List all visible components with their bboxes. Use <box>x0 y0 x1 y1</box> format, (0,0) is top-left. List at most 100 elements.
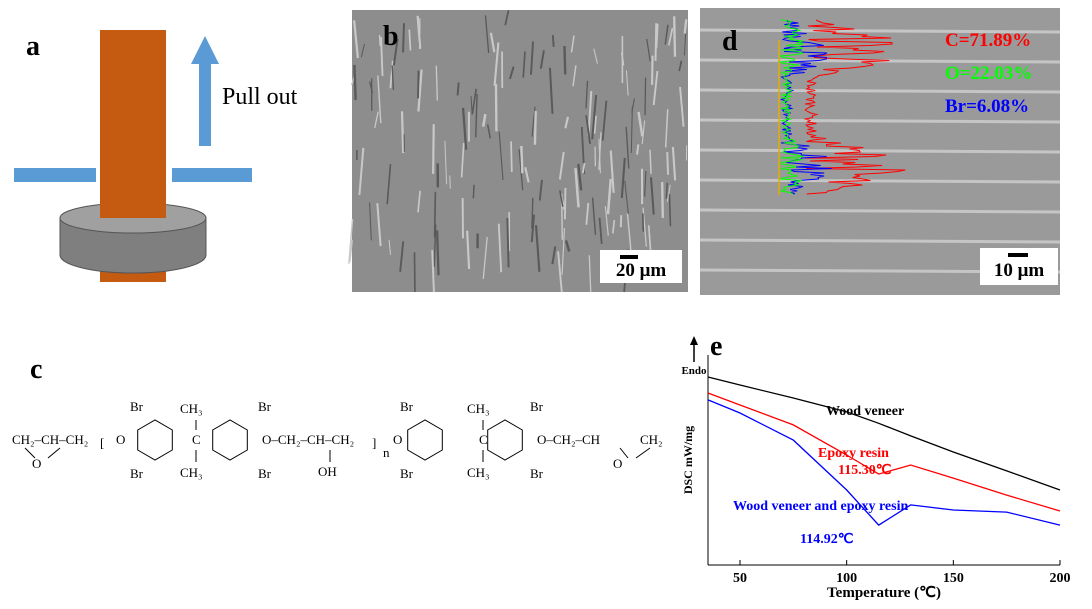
texture <box>591 94 598 140</box>
texture <box>391 65 395 90</box>
scale-label: 20 μm <box>616 260 667 281</box>
texture <box>593 48 598 64</box>
texture <box>598 138 601 174</box>
chem-label: CH₂ <box>640 432 663 447</box>
profile <box>778 19 804 195</box>
texture <box>360 43 365 58</box>
texture <box>481 113 487 127</box>
texture <box>389 60 394 89</box>
texture <box>581 162 586 174</box>
scale-bar <box>1008 253 1028 257</box>
texture <box>353 64 357 100</box>
texture <box>564 240 571 252</box>
texture <box>625 126 630 169</box>
texture <box>574 168 580 208</box>
texture <box>664 109 669 148</box>
texture <box>524 167 530 183</box>
texture <box>493 42 500 86</box>
texture <box>374 111 379 128</box>
texture <box>585 202 590 225</box>
annotation: C=71.89% <box>945 30 1031 51</box>
chem-label: CH₃ <box>180 401 203 416</box>
texture <box>601 100 608 141</box>
chem-label: O–CH₂–CH–CH₂ <box>262 432 354 447</box>
ring <box>137 419 173 461</box>
ring <box>487 419 523 461</box>
panel-label: b <box>383 21 399 52</box>
texture <box>641 120 646 145</box>
texture <box>625 70 629 96</box>
texture <box>654 23 658 61</box>
panel-label: a <box>26 31 40 62</box>
texture <box>664 24 669 45</box>
texture <box>449 175 451 189</box>
annotation: O=22.03% <box>945 63 1032 84</box>
arrow <box>199 62 211 146</box>
y-axis-label: DSC mW/mg <box>681 426 695 494</box>
arrow-head <box>191 36 219 64</box>
chem-label: O–CH₂–CH <box>537 432 600 447</box>
texture <box>417 70 420 99</box>
chem-label: Br <box>400 466 414 481</box>
scale-bar <box>620 255 638 259</box>
texture <box>620 52 625 66</box>
chem-label: [ <box>100 435 104 450</box>
texture <box>557 251 563 293</box>
texture <box>380 36 384 77</box>
texture <box>577 163 583 191</box>
texture <box>466 230 471 270</box>
texture <box>637 111 644 137</box>
chem-label: Br <box>130 466 144 481</box>
texture <box>665 182 668 199</box>
texture <box>539 50 545 69</box>
endo-arrow-head <box>690 336 698 345</box>
annotation: Pull out <box>222 84 298 110</box>
texture <box>538 179 543 201</box>
panel-d <box>699 8 1061 295</box>
panel-label: d <box>722 26 738 57</box>
texture <box>518 149 524 191</box>
texture <box>598 217 603 244</box>
panel-label: e <box>710 331 722 362</box>
texture <box>699 118 1061 124</box>
texture <box>377 75 382 124</box>
texture <box>624 180 629 215</box>
x-tick-label: 100 <box>836 571 857 586</box>
texture <box>369 202 372 241</box>
texture <box>548 67 554 114</box>
texture <box>435 230 440 276</box>
texture <box>570 35 575 53</box>
texture <box>482 236 488 279</box>
texture <box>661 182 664 218</box>
texture <box>585 115 591 144</box>
texture <box>551 34 555 47</box>
texture <box>486 124 492 139</box>
scale-label: 10 μm <box>994 260 1045 281</box>
series-label: Wood veneer <box>826 404 904 419</box>
texture <box>699 178 1061 184</box>
texture <box>531 197 534 229</box>
texture <box>636 144 640 155</box>
texture <box>520 145 524 174</box>
texture <box>644 77 647 116</box>
texture <box>683 19 688 34</box>
texture <box>585 80 589 109</box>
sem-image <box>352 10 688 292</box>
texture <box>534 225 541 272</box>
texture <box>402 23 405 53</box>
texture <box>564 116 570 129</box>
texture <box>489 32 496 53</box>
bond <box>47 447 61 459</box>
chem-label: n <box>383 445 390 460</box>
texture <box>699 148 1061 154</box>
chem-label: CH₃ <box>467 465 490 480</box>
chem-label: O <box>32 456 41 471</box>
endo-label: Endo <box>681 365 707 377</box>
texture <box>666 184 671 203</box>
chem-label: Br <box>130 399 144 414</box>
panel-b <box>348 10 688 293</box>
texture <box>588 255 592 293</box>
texture <box>699 208 1061 214</box>
